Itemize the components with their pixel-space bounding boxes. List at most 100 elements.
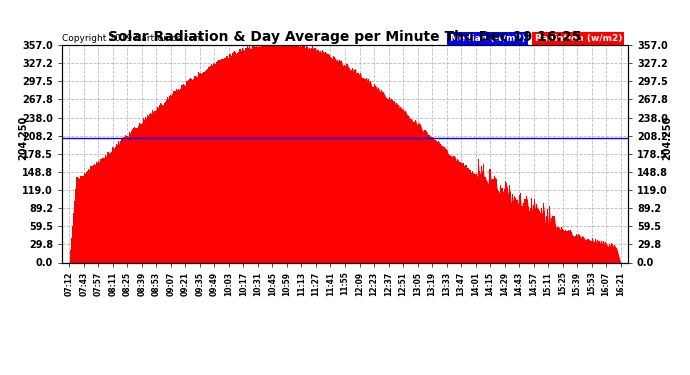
Bar [611,243,612,262]
Bar [210,66,211,262]
Bar [155,111,156,262]
Bar [314,48,315,262]
Bar [114,149,115,262]
Bar [337,60,338,262]
Bar [170,95,171,262]
Bar [367,81,368,262]
Bar [135,128,136,262]
Bar [408,116,409,262]
Bar [325,52,326,262]
Bar [136,128,137,262]
Bar [198,72,199,262]
Bar [264,45,265,262]
Bar [523,203,524,262]
Bar [147,115,148,262]
Bar [211,64,213,262]
Bar [108,152,109,262]
Bar [566,231,567,262]
Bar [175,91,177,262]
Bar [581,238,582,262]
Bar [164,103,166,262]
Bar [614,244,615,262]
Bar [544,211,545,262]
Bar [371,86,372,262]
Bar [466,169,468,262]
Bar [413,122,414,262]
Bar [446,149,447,262]
Bar [567,231,568,262]
Title: Solar Radiation & Day Average per Minute Thu Dec 19 16:25: Solar Radiation & Day Average per Minute… [108,30,582,44]
Bar [365,79,366,262]
Bar [488,184,489,262]
Bar [397,105,398,262]
Bar [124,137,125,262]
Bar [354,70,355,262]
Bar [582,236,583,262]
Bar [502,192,504,262]
Bar [457,159,458,262]
Bar [306,45,307,262]
Bar [317,50,318,262]
Bar [299,47,300,262]
Bar [171,96,172,262]
Bar [241,48,243,262]
Bar [268,45,270,262]
Bar [195,76,197,262]
Bar [426,132,427,262]
Bar [545,223,546,262]
Bar [546,209,548,262]
Bar [378,88,380,262]
Bar [448,154,449,262]
Bar [148,117,149,262]
Bar [277,45,278,262]
Bar [501,189,502,262]
Bar [424,130,425,262]
Bar [380,92,381,262]
Bar [411,119,413,262]
Bar [308,49,309,262]
Bar [568,230,569,262]
Bar [77,177,78,262]
Bar [469,170,471,262]
Bar [315,48,316,262]
Bar [482,164,484,262]
Bar [288,45,290,262]
Bar [440,144,442,262]
Bar [436,142,437,262]
Bar [377,90,378,262]
Text: 204.250: 204.250 [18,116,28,160]
Bar [244,51,245,262]
Bar [576,234,577,262]
Bar [534,200,535,262]
Bar [438,141,440,262]
Bar [526,200,528,262]
Bar [323,52,324,262]
Bar [113,148,114,262]
Bar [270,45,272,262]
Bar [584,238,585,262]
Bar [118,141,119,262]
Bar [392,100,393,262]
Bar [382,93,383,262]
Bar [221,59,222,262]
Bar [569,231,570,262]
Bar [297,45,298,262]
Bar [458,162,460,262]
Bar [76,177,77,262]
Bar [497,191,499,262]
Bar [117,145,118,262]
Bar [400,107,402,262]
Bar [133,128,134,262]
Bar [434,140,435,262]
Bar [182,85,184,262]
Bar [90,166,91,262]
Bar [578,234,579,262]
Bar [586,240,587,262]
Bar [320,51,321,262]
Bar [331,58,332,262]
Bar [571,232,572,262]
Bar [360,73,361,262]
Bar [348,68,349,262]
Bar [573,236,574,262]
Bar [119,144,120,262]
